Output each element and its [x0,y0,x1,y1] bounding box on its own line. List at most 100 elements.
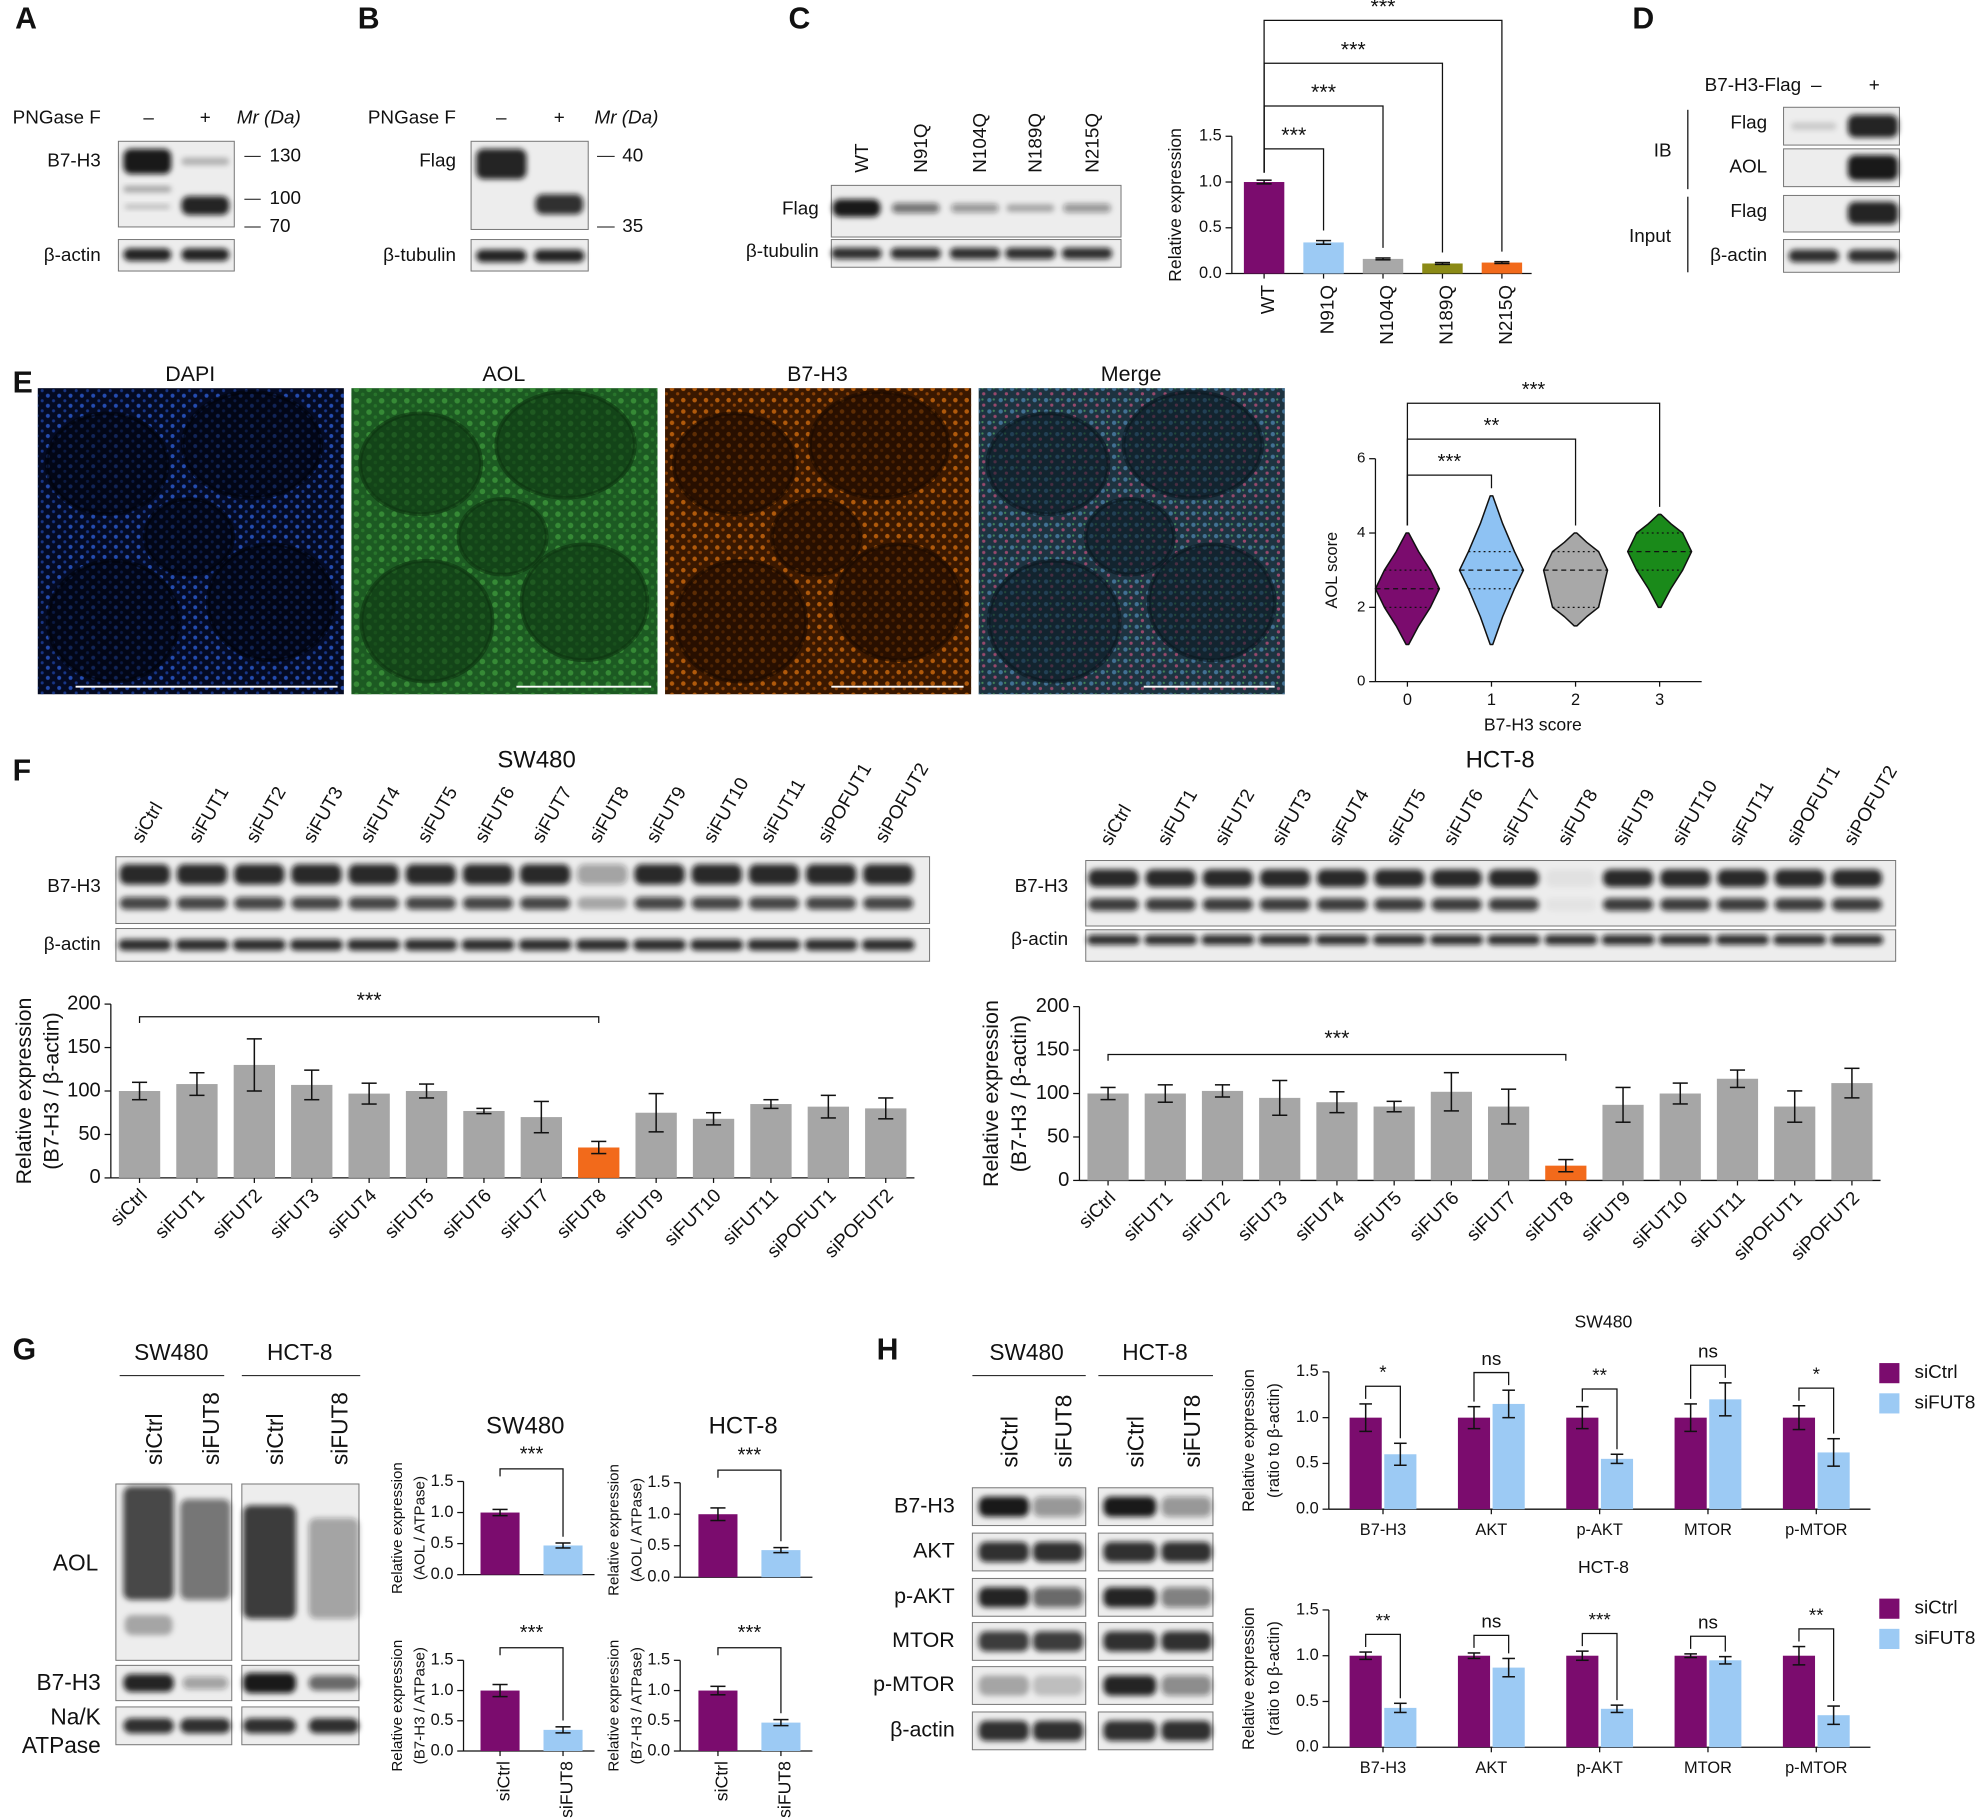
label: AOL [1729,157,1767,178]
blot-band [181,248,230,261]
blot-band [123,148,172,175]
error-bar [763,1098,779,1110]
blot-band [1658,934,1712,945]
lane-label: siFUT1 [1154,786,1203,849]
error-bar [1359,1651,1372,1661]
significance-bracket [1365,1633,1401,1699]
lane-label: siFUT8 [326,1392,352,1465]
blot-band [308,1718,359,1734]
error-bar [1467,1405,1481,1430]
legend-label: siFUT8 [1915,1628,1975,1649]
blot-band [747,939,801,951]
lane-label: siFUT3 [1268,786,1317,849]
blot-band [462,864,514,885]
blot-band [1774,898,1825,911]
error-bar [1214,1084,1231,1098]
bar [348,1093,390,1178]
gland [44,411,170,517]
blot-band [978,1720,1030,1741]
legend-label: siFUT8 [1915,1392,1975,1413]
gland [494,390,637,500]
blot-band [1774,869,1825,887]
significance-label: ns [1481,1612,1501,1633]
lane-label: siCtrl [1122,1416,1148,1468]
label: SW480 [989,1339,1063,1365]
x-tick-label: 3 [1655,691,1664,709]
error-bar [1827,1437,1840,1467]
blot-band [476,249,527,263]
y-axis-label: Relative expression [979,1000,1003,1187]
blot-band [519,864,571,885]
bar [1782,1417,1816,1510]
significance-bracket [1473,1371,1510,1402]
lane-label: siFUT9 [1611,786,1660,849]
label: 130 [270,145,302,166]
error-bar [648,1092,664,1133]
chart-title: SW480 [486,1413,564,1440]
lane-label: siFUT4 [356,783,405,846]
blot-band [634,897,685,910]
violin [1458,495,1525,646]
error-bar [361,1082,377,1105]
bar [1349,1655,1382,1748]
gland [1121,390,1264,500]
blot-band [1315,934,1369,945]
blot-frame [1085,929,1897,962]
lane-label: siFUT11 [757,776,810,847]
bar [750,1104,792,1178]
x-tick-label: siFUT1 [1120,1188,1178,1246]
error-bar [555,1542,571,1549]
error-bar [1558,1158,1574,1173]
blot-band [1103,1631,1157,1652]
label: MTOR [892,1628,955,1652]
y-axis-label: Relative expression [1165,128,1185,282]
blot-band [1144,934,1198,945]
blot-band [1317,898,1368,911]
lane-label: siFUT11 [1725,778,1778,849]
bar [1600,1708,1634,1748]
significance-bracket [1365,1385,1401,1439]
blot-band [691,864,742,885]
blot-band [1032,1587,1084,1608]
bar [1545,1165,1587,1181]
blot-band [1161,1631,1212,1652]
label: p-AKT [894,1584,955,1608]
x-tick-label: siFUT9 [610,1185,668,1243]
blot-band [1006,204,1055,212]
x-tick-label: WT [1258,284,1279,314]
significance-label: *** [1341,37,1366,61]
y-tick-label: 50 [1047,1125,1069,1147]
error-bar [1615,1086,1631,1123]
y-tick-label: 1.0 [1199,172,1222,190]
label: B7-H3 [47,876,101,897]
error-bar [1576,1405,1589,1430]
blot-band [1103,1541,1157,1563]
blot-band [291,897,342,910]
label: B7-H3 [47,150,101,171]
bar [543,1545,583,1575]
y-tick-label: 0 [1357,673,1365,690]
x-tick-label: siFUT3 [266,1185,324,1243]
blot-band [1602,898,1654,911]
bar [1303,242,1344,274]
panel-label: E [13,366,33,399]
gland [142,497,235,577]
bar [761,1722,801,1752]
lane-label: N189Q [1026,113,1047,173]
lane-label: N104Q [970,113,991,173]
x-tick-label: N189Q [1436,285,1457,345]
bar [1716,1078,1759,1181]
lane-label: siFUT3 [299,783,348,846]
error-bar [1792,1645,1806,1666]
blot-frame [1783,194,1900,233]
gland [985,411,1111,517]
significance-bracket [1107,1053,1567,1061]
y-tick-label: 6 [1357,450,1365,467]
error-bar [1501,1088,1517,1125]
legend-label: siCtrl [1915,1362,1958,1383]
label: 100 [270,188,302,209]
y-tick-label: 0 [90,1166,101,1188]
x-tick-label: siFUT2 [1177,1188,1235,1246]
significance-bracket [1263,62,1444,253]
